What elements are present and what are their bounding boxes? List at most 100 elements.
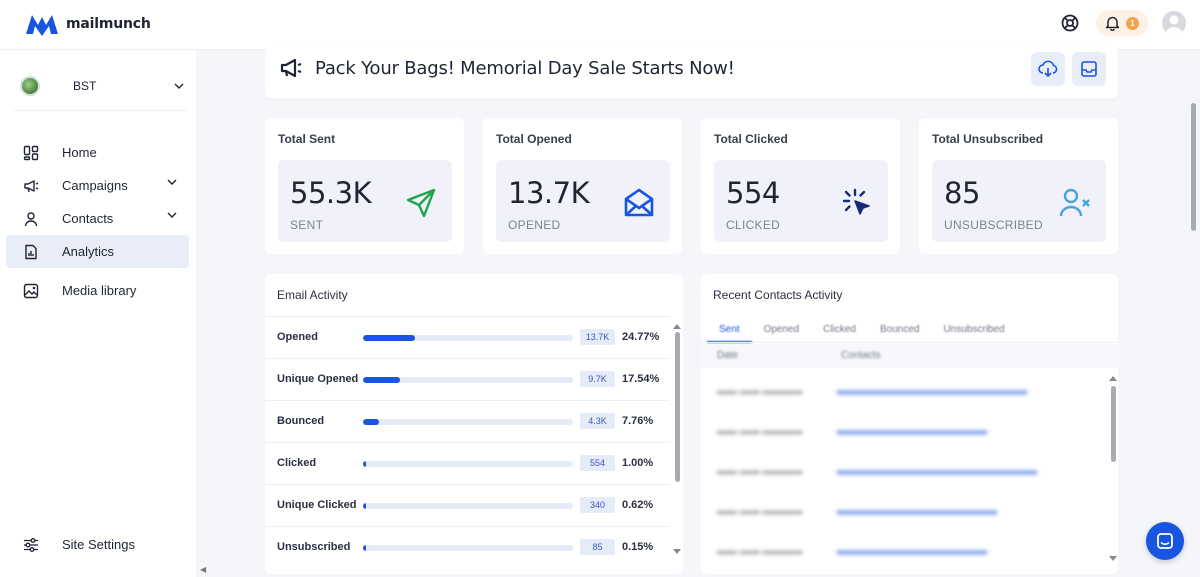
scroll-down-arrow-icon[interactable]	[673, 549, 681, 554]
sliders-icon	[22, 536, 40, 554]
stat-body: 85 UNSUBSCRIBED	[932, 160, 1106, 242]
activity-progress-fill	[363, 545, 366, 551]
stat-label: UNSUBSCRIBED	[944, 218, 1043, 232]
stat-title: Total Sent	[278, 132, 336, 146]
table-row: ▬▬ ▬▬ ▬▬▬▬ ▬▬▬▬▬▬▬▬▬▬▬▬▬▬▬▬▬▬▬▬	[701, 454, 1101, 494]
inbox-button[interactable]	[1072, 52, 1106, 86]
email-activity-list: Opened 13.7K 24.77% Unique Opened 9.7K 17.54%…	[265, 316, 670, 568]
activity-scrollbar[interactable]	[673, 324, 681, 554]
contacts-tabs: Sent Opened Clicked Bounced Unsubscribed	[707, 318, 1017, 343]
table-row: ▬▬ ▬▬ ▬▬▬▬ ▬▬▬▬▬▬▬▬▬▬▬▬▬▬▬	[701, 414, 1101, 454]
site-selector[interactable]: BST	[20, 74, 184, 98]
support-chat-button[interactable]	[1146, 522, 1184, 560]
user-avatar[interactable]	[1162, 11, 1186, 35]
top-bar: mailmunch 1	[0, 0, 1200, 50]
blurred-contact-email: ▬▬▬▬▬▬▬▬▬▬▬▬▬▬▬	[837, 426, 987, 437]
send-icon	[404, 186, 438, 220]
contacts-scrollbar[interactable]	[1109, 376, 1117, 561]
panel-title: Recent Contacts Activity	[713, 288, 843, 302]
sidebar-item-media-library[interactable]: Media library	[6, 274, 189, 307]
contacts-table-header: Date Contacts	[701, 344, 1118, 368]
sidebar-item-label: Contacts	[62, 211, 114, 226]
campaign-banner: Pack Your Bags! Memorial Day Sale Starts…	[265, 48, 1118, 98]
brand-name: mailmunch	[66, 16, 151, 32]
blurred-date: ▬▬ ▬▬ ▬▬▬▬	[717, 506, 803, 517]
tab-bounced[interactable]: Bounced	[879, 324, 920, 335]
stat-title: Total Opened	[496, 132, 572, 146]
megaphone-icon	[22, 177, 40, 195]
click-cursor-icon	[840, 186, 874, 220]
blurred-date: ▬▬ ▬▬ ▬▬▬▬	[717, 426, 803, 437]
stat-title: Total Unsubscribed	[932, 132, 1044, 146]
activity-label: Clicked	[277, 457, 317, 469]
scroll-up-arrow-icon[interactable]	[673, 324, 681, 329]
activity-progress-fill	[363, 503, 366, 509]
brand-logo[interactable]: mailmunch	[24, 12, 151, 36]
sidebar-item-label: Campaigns	[62, 178, 128, 193]
activity-progress-fill	[363, 461, 366, 467]
inbox-icon	[1081, 61, 1097, 77]
activity-percentage: 7.76%	[622, 415, 654, 427]
scroll-down-arrow-icon[interactable]	[1109, 556, 1117, 561]
stat-body: 554 CLICKED	[714, 160, 888, 242]
tab-clicked[interactable]: Clicked	[823, 324, 856, 335]
activity-label: Bounced	[277, 415, 325, 427]
blurred-date: ▬▬ ▬▬ ▬▬▬▬	[717, 466, 803, 477]
activity-count-badge: 13.7K	[580, 329, 615, 345]
email-activity-panel: Email Activity Opened 13.7K 24.77% Unique O…	[265, 274, 683, 574]
chevron-down-icon	[174, 83, 184, 89]
sidebar-item-campaigns[interactable]: Campaigns	[6, 169, 189, 202]
activity-count-badge: 554	[580, 455, 615, 471]
chevron-down-icon	[167, 179, 177, 185]
recent-contacts-panel: Recent Contacts Activity Sent Opened Cli…	[701, 274, 1118, 574]
sidebar-item-contacts[interactable]: Contacts	[6, 202, 189, 235]
analytics-icon	[22, 243, 40, 261]
stat-label: SENT	[290, 218, 324, 232]
stat-value: 554	[726, 176, 780, 210]
tab-opened[interactable]: Opened	[763, 324, 800, 335]
stat-title: Total Clicked	[714, 132, 788, 146]
activity-label: Unique Opened	[277, 373, 359, 385]
mailmunch-logo-icon	[26, 15, 58, 36]
blurred-contact-email: ▬▬▬▬▬▬▬▬▬▬▬▬▬▬▬	[837, 546, 987, 557]
sidebar-item-site-settings[interactable]: Site Settings	[6, 528, 189, 561]
sidebar-nav: Home Campaigns Contacts Analytics	[6, 136, 189, 307]
user-remove-icon	[1058, 186, 1092, 220]
page-scrollbar[interactable]	[1187, 50, 1200, 577]
bell-icon	[1105, 16, 1120, 31]
column-header-date: Date	[717, 350, 739, 361]
notification-count-badge: 1	[1126, 16, 1139, 30]
tab-unsubscribed[interactable]: Unsubscribed	[943, 324, 1005, 335]
page-scroll-thumb[interactable]	[1191, 103, 1196, 231]
blurred-contact-email: ▬▬▬▬▬▬▬▬▬▬▬▬▬▬▬▬▬▬▬▬	[837, 466, 1037, 477]
chevron-down-icon	[167, 212, 177, 218]
notifications-button[interactable]: 1	[1096, 10, 1148, 36]
scroll-left-arrow-icon[interactable]: ◀	[200, 565, 207, 574]
stat-card-total-unsubscribed: Total Unsubscribed 85 UNSUBSCRIBED	[919, 118, 1118, 254]
chat-icon	[1157, 533, 1173, 549]
sidebar-item-home[interactable]: Home	[6, 136, 189, 169]
activity-progress-track	[363, 377, 573, 383]
sidebar-item-label: Site Settings	[62, 537, 135, 552]
activity-row: Bounced 4.3K 7.76%	[265, 400, 670, 442]
activity-progress-track	[363, 419, 573, 425]
stat-body: 55.3K SENT	[278, 160, 452, 242]
tab-sent[interactable]: Sent	[707, 318, 752, 343]
sidebar: BST Home Campaigns Contacts	[0, 50, 196, 577]
activity-progress-track	[363, 335, 573, 341]
column-header-contacts: Contacts	[841, 350, 881, 361]
download-button[interactable]	[1031, 52, 1065, 86]
activity-row: Unique Clicked 340 0.62%	[265, 484, 670, 526]
scroll-thumb[interactable]	[1111, 386, 1116, 462]
scroll-up-arrow-icon[interactable]	[1109, 376, 1117, 381]
activity-progress-track	[363, 545, 573, 551]
stat-label: OPENED	[508, 218, 561, 232]
image-icon	[22, 282, 40, 300]
sidebar-divider	[14, 110, 188, 111]
sidebar-item-analytics[interactable]: Analytics	[6, 235, 189, 268]
help-lifebuoy-icon[interactable]	[1058, 11, 1082, 35]
activity-count-badge: 4.3K	[580, 413, 615, 429]
activity-count-badge: 340	[580, 497, 615, 513]
stat-value: 85	[944, 176, 980, 210]
scroll-thumb[interactable]	[675, 332, 680, 482]
